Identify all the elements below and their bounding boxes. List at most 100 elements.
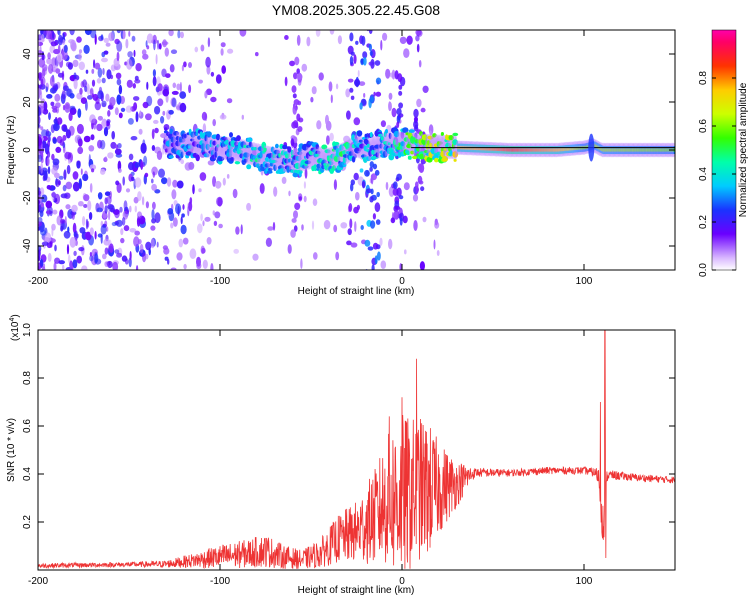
streak-blob bbox=[377, 251, 381, 261]
noise-blob bbox=[73, 231, 77, 237]
noise-blob bbox=[114, 148, 122, 155]
noise-blob bbox=[139, 110, 142, 117]
streak-blob bbox=[350, 95, 355, 101]
noise-blob bbox=[202, 220, 205, 227]
noise-blob bbox=[220, 48, 224, 56]
streak-blob bbox=[361, 320, 365, 327]
noise-blob bbox=[103, 126, 109, 137]
noise-blob bbox=[67, 159, 71, 164]
noise-blob bbox=[246, 202, 252, 211]
colorbar-scale bbox=[711, 29, 737, 271]
streak-blob bbox=[363, 25, 366, 30]
noise-blob bbox=[114, 107, 119, 116]
noise-blob bbox=[154, 212, 161, 224]
noise-blob bbox=[78, 52, 82, 61]
noise-blob bbox=[120, 228, 124, 236]
ridge-blob bbox=[287, 146, 292, 153]
streak-blob bbox=[297, 126, 303, 132]
noise-blob bbox=[205, 56, 211, 68]
noise-blob bbox=[151, 183, 158, 191]
streak-blob bbox=[399, 217, 403, 226]
noise-blob bbox=[296, 34, 301, 46]
noise-blob bbox=[105, 93, 110, 102]
streak-blob bbox=[353, 54, 357, 65]
streak-blob bbox=[289, 60, 296, 67]
noise-blob bbox=[157, 152, 162, 160]
noise-blob bbox=[123, 225, 130, 232]
streak-blob bbox=[375, 219, 381, 225]
noise-blob bbox=[107, 110, 111, 117]
streak-blob bbox=[291, 85, 297, 93]
y-tick-label: 40 bbox=[22, 48, 33, 60]
noise-blob bbox=[129, 228, 137, 233]
noise-blob bbox=[38, 73, 42, 81]
noise-blob bbox=[64, 216, 67, 226]
noise-blob bbox=[96, 123, 103, 132]
noise-blob bbox=[173, 217, 178, 227]
noise-blob bbox=[210, 96, 217, 103]
noise-blob bbox=[95, 96, 100, 105]
streak-blob bbox=[371, 264, 375, 270]
noise-blob bbox=[77, 138, 83, 147]
noise-blob bbox=[382, 32, 388, 41]
noise-blob bbox=[179, 102, 187, 113]
noise-blob bbox=[141, 49, 147, 56]
noise-blob bbox=[85, 231, 92, 241]
noise-blob bbox=[132, 83, 136, 89]
noise-blob bbox=[105, 42, 111, 47]
noise-blob bbox=[138, 128, 143, 135]
noise-blob bbox=[380, 120, 386, 128]
noise-blob bbox=[128, 30, 131, 37]
noise-blob bbox=[306, 36, 311, 47]
streak-blob bbox=[420, 186, 425, 192]
noise-blob bbox=[69, 260, 73, 269]
noise-blob bbox=[72, 171, 79, 180]
noise-blob bbox=[241, 114, 244, 120]
streak-blob bbox=[293, 210, 298, 219]
noise-blob bbox=[143, 155, 148, 166]
noise-blob bbox=[133, 49, 136, 58]
noise-blob bbox=[179, 91, 187, 99]
noise-blob bbox=[89, 164, 97, 171]
streak-blob bbox=[290, 138, 295, 147]
noise-blob bbox=[53, 83, 59, 91]
streak-blob bbox=[368, 43, 372, 52]
noise-blob bbox=[88, 145, 95, 152]
colorbar: 0.0 0.2 0.4 0.6 0.8 Normalized spectral ampl… bbox=[698, 29, 749, 277]
noise-blob bbox=[38, 217, 43, 223]
noise-blob bbox=[436, 250, 440, 256]
noise-blob bbox=[63, 127, 68, 132]
noise-blob bbox=[235, 226, 240, 235]
noise-blob bbox=[46, 157, 50, 166]
noise-blob bbox=[89, 114, 96, 124]
noise-blob bbox=[51, 167, 58, 175]
noise-blob bbox=[172, 82, 177, 89]
noise-blob bbox=[171, 97, 177, 108]
noise-blob bbox=[116, 78, 122, 86]
streak-blob bbox=[353, 172, 359, 181]
noise-blob bbox=[64, 102, 71, 113]
noise-blob bbox=[181, 64, 184, 72]
noise-blob bbox=[58, 180, 61, 186]
noise-blob bbox=[301, 224, 304, 231]
noise-blob bbox=[232, 188, 238, 199]
noise-blob bbox=[93, 59, 96, 69]
spectrogram-marks bbox=[38, 25, 675, 327]
noise-blob bbox=[154, 127, 159, 134]
noise-blob bbox=[403, 48, 410, 58]
noise-blob bbox=[104, 156, 108, 162]
noise-blob bbox=[103, 50, 109, 55]
noise-blob bbox=[91, 79, 96, 87]
streak-blob bbox=[396, 173, 402, 181]
noise-blob bbox=[107, 260, 113, 269]
noise-blob bbox=[198, 188, 202, 193]
noise-blob bbox=[60, 225, 64, 232]
noise-blob bbox=[140, 160, 144, 170]
noise-blob bbox=[380, 260, 387, 270]
ridge-blob bbox=[452, 132, 459, 137]
noise-blob bbox=[71, 204, 78, 213]
noise-blob bbox=[91, 168, 95, 173]
streak-blob bbox=[396, 187, 402, 197]
spectrogram-x-axis: -200 -100 0 100 bbox=[28, 30, 593, 287]
noise-blob bbox=[422, 216, 427, 223]
